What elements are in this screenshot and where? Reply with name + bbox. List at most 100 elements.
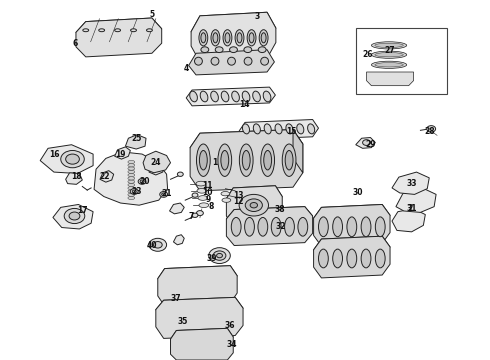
Bar [356,28,447,94]
Polygon shape [125,135,146,149]
Ellipse shape [375,43,403,48]
Ellipse shape [213,33,218,43]
Ellipse shape [347,217,357,237]
Ellipse shape [371,51,407,58]
Text: 22: 22 [99,172,110,181]
Ellipse shape [375,249,385,268]
Polygon shape [314,236,390,278]
Ellipse shape [245,199,263,212]
Ellipse shape [223,30,232,46]
Ellipse shape [199,30,208,46]
Ellipse shape [199,203,209,207]
Ellipse shape [261,33,266,43]
Polygon shape [226,186,282,210]
Polygon shape [158,266,237,289]
Ellipse shape [249,33,254,43]
Ellipse shape [242,150,250,170]
Ellipse shape [371,61,407,68]
Ellipse shape [282,144,296,176]
Text: 14: 14 [239,100,249,109]
Ellipse shape [130,29,136,32]
Text: 37: 37 [170,294,181,303]
Ellipse shape [285,217,294,236]
Ellipse shape [128,180,135,183]
Polygon shape [186,87,275,106]
Ellipse shape [318,217,328,237]
Ellipse shape [221,91,229,102]
Text: 10: 10 [202,188,213,197]
Ellipse shape [237,33,242,43]
Polygon shape [293,130,303,173]
Ellipse shape [375,63,403,67]
Ellipse shape [211,91,219,102]
Text: 3: 3 [255,13,260,22]
Ellipse shape [231,217,241,236]
Ellipse shape [128,197,135,199]
Ellipse shape [221,192,230,196]
Ellipse shape [132,190,136,193]
Text: 36: 36 [224,321,235,330]
Ellipse shape [263,91,271,102]
Ellipse shape [271,217,281,236]
Ellipse shape [225,33,230,43]
Polygon shape [156,297,243,338]
Polygon shape [190,130,303,162]
Ellipse shape [162,193,166,196]
Ellipse shape [333,217,343,237]
Ellipse shape [229,47,237,53]
Text: 7: 7 [189,212,194,221]
Polygon shape [149,163,165,175]
Ellipse shape [218,144,232,176]
Text: 13: 13 [233,191,244,199]
Text: 40: 40 [147,241,157,250]
Polygon shape [226,207,313,246]
Ellipse shape [361,249,371,268]
Ellipse shape [242,91,250,102]
Text: 39: 39 [206,254,217,263]
Text: 12: 12 [233,197,244,206]
Ellipse shape [115,29,121,32]
Text: 29: 29 [365,140,376,149]
Ellipse shape [61,150,84,168]
Ellipse shape [363,140,370,145]
Ellipse shape [285,150,293,170]
Ellipse shape [213,251,226,260]
Ellipse shape [64,208,85,224]
Text: 20: 20 [139,177,150,186]
Polygon shape [392,172,429,194]
Polygon shape [170,203,184,214]
Polygon shape [94,152,168,205]
Ellipse shape [250,202,258,208]
Ellipse shape [196,144,210,176]
Ellipse shape [261,144,274,176]
Polygon shape [314,204,390,246]
Polygon shape [226,207,313,228]
Ellipse shape [69,212,80,220]
Ellipse shape [217,253,222,258]
Text: 8: 8 [208,202,213,211]
Ellipse shape [264,150,271,170]
Ellipse shape [258,47,266,53]
Ellipse shape [244,47,252,53]
Text: 16: 16 [49,150,60,159]
Ellipse shape [128,170,135,174]
Text: 19: 19 [115,150,126,159]
Polygon shape [392,209,425,232]
Ellipse shape [239,144,253,176]
Text: 31: 31 [406,204,417,212]
Polygon shape [66,173,82,184]
Polygon shape [314,204,390,229]
Ellipse shape [371,42,407,49]
Ellipse shape [239,194,269,216]
Text: 21: 21 [161,189,172,198]
Ellipse shape [199,150,207,170]
Ellipse shape [201,47,209,53]
Polygon shape [53,204,93,229]
Text: 4: 4 [184,64,189,73]
Text: 23: 23 [131,187,142,196]
Ellipse shape [197,189,207,193]
Ellipse shape [138,179,146,184]
Text: 17: 17 [77,206,88,215]
Text: 25: 25 [131,135,142,144]
Ellipse shape [375,217,385,237]
